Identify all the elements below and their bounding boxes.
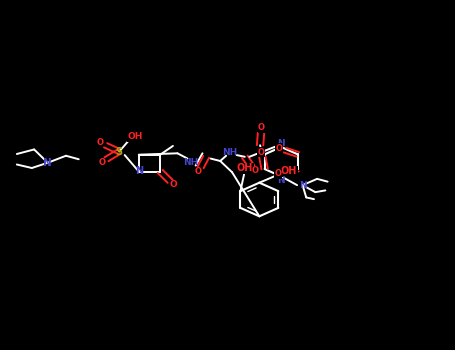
Text: O: O bbox=[274, 169, 281, 178]
Text: O: O bbox=[96, 138, 104, 147]
Text: O: O bbox=[258, 123, 265, 132]
Text: N: N bbox=[135, 167, 143, 176]
Text: NH: NH bbox=[183, 158, 199, 167]
Text: S: S bbox=[116, 147, 123, 156]
Text: OH: OH bbox=[127, 132, 143, 141]
Text: N: N bbox=[278, 139, 285, 148]
Text: O: O bbox=[258, 148, 264, 157]
Text: NH: NH bbox=[222, 148, 238, 157]
Text: N: N bbox=[43, 158, 52, 168]
Text: O: O bbox=[275, 144, 282, 153]
Text: N: N bbox=[299, 181, 306, 190]
Text: O: O bbox=[251, 166, 258, 175]
Text: OH: OH bbox=[237, 163, 253, 173]
Text: N: N bbox=[278, 176, 285, 185]
Text: O: O bbox=[170, 180, 178, 189]
Text: OH: OH bbox=[281, 166, 297, 176]
Text: O: O bbox=[194, 167, 202, 176]
Text: O: O bbox=[98, 158, 106, 167]
